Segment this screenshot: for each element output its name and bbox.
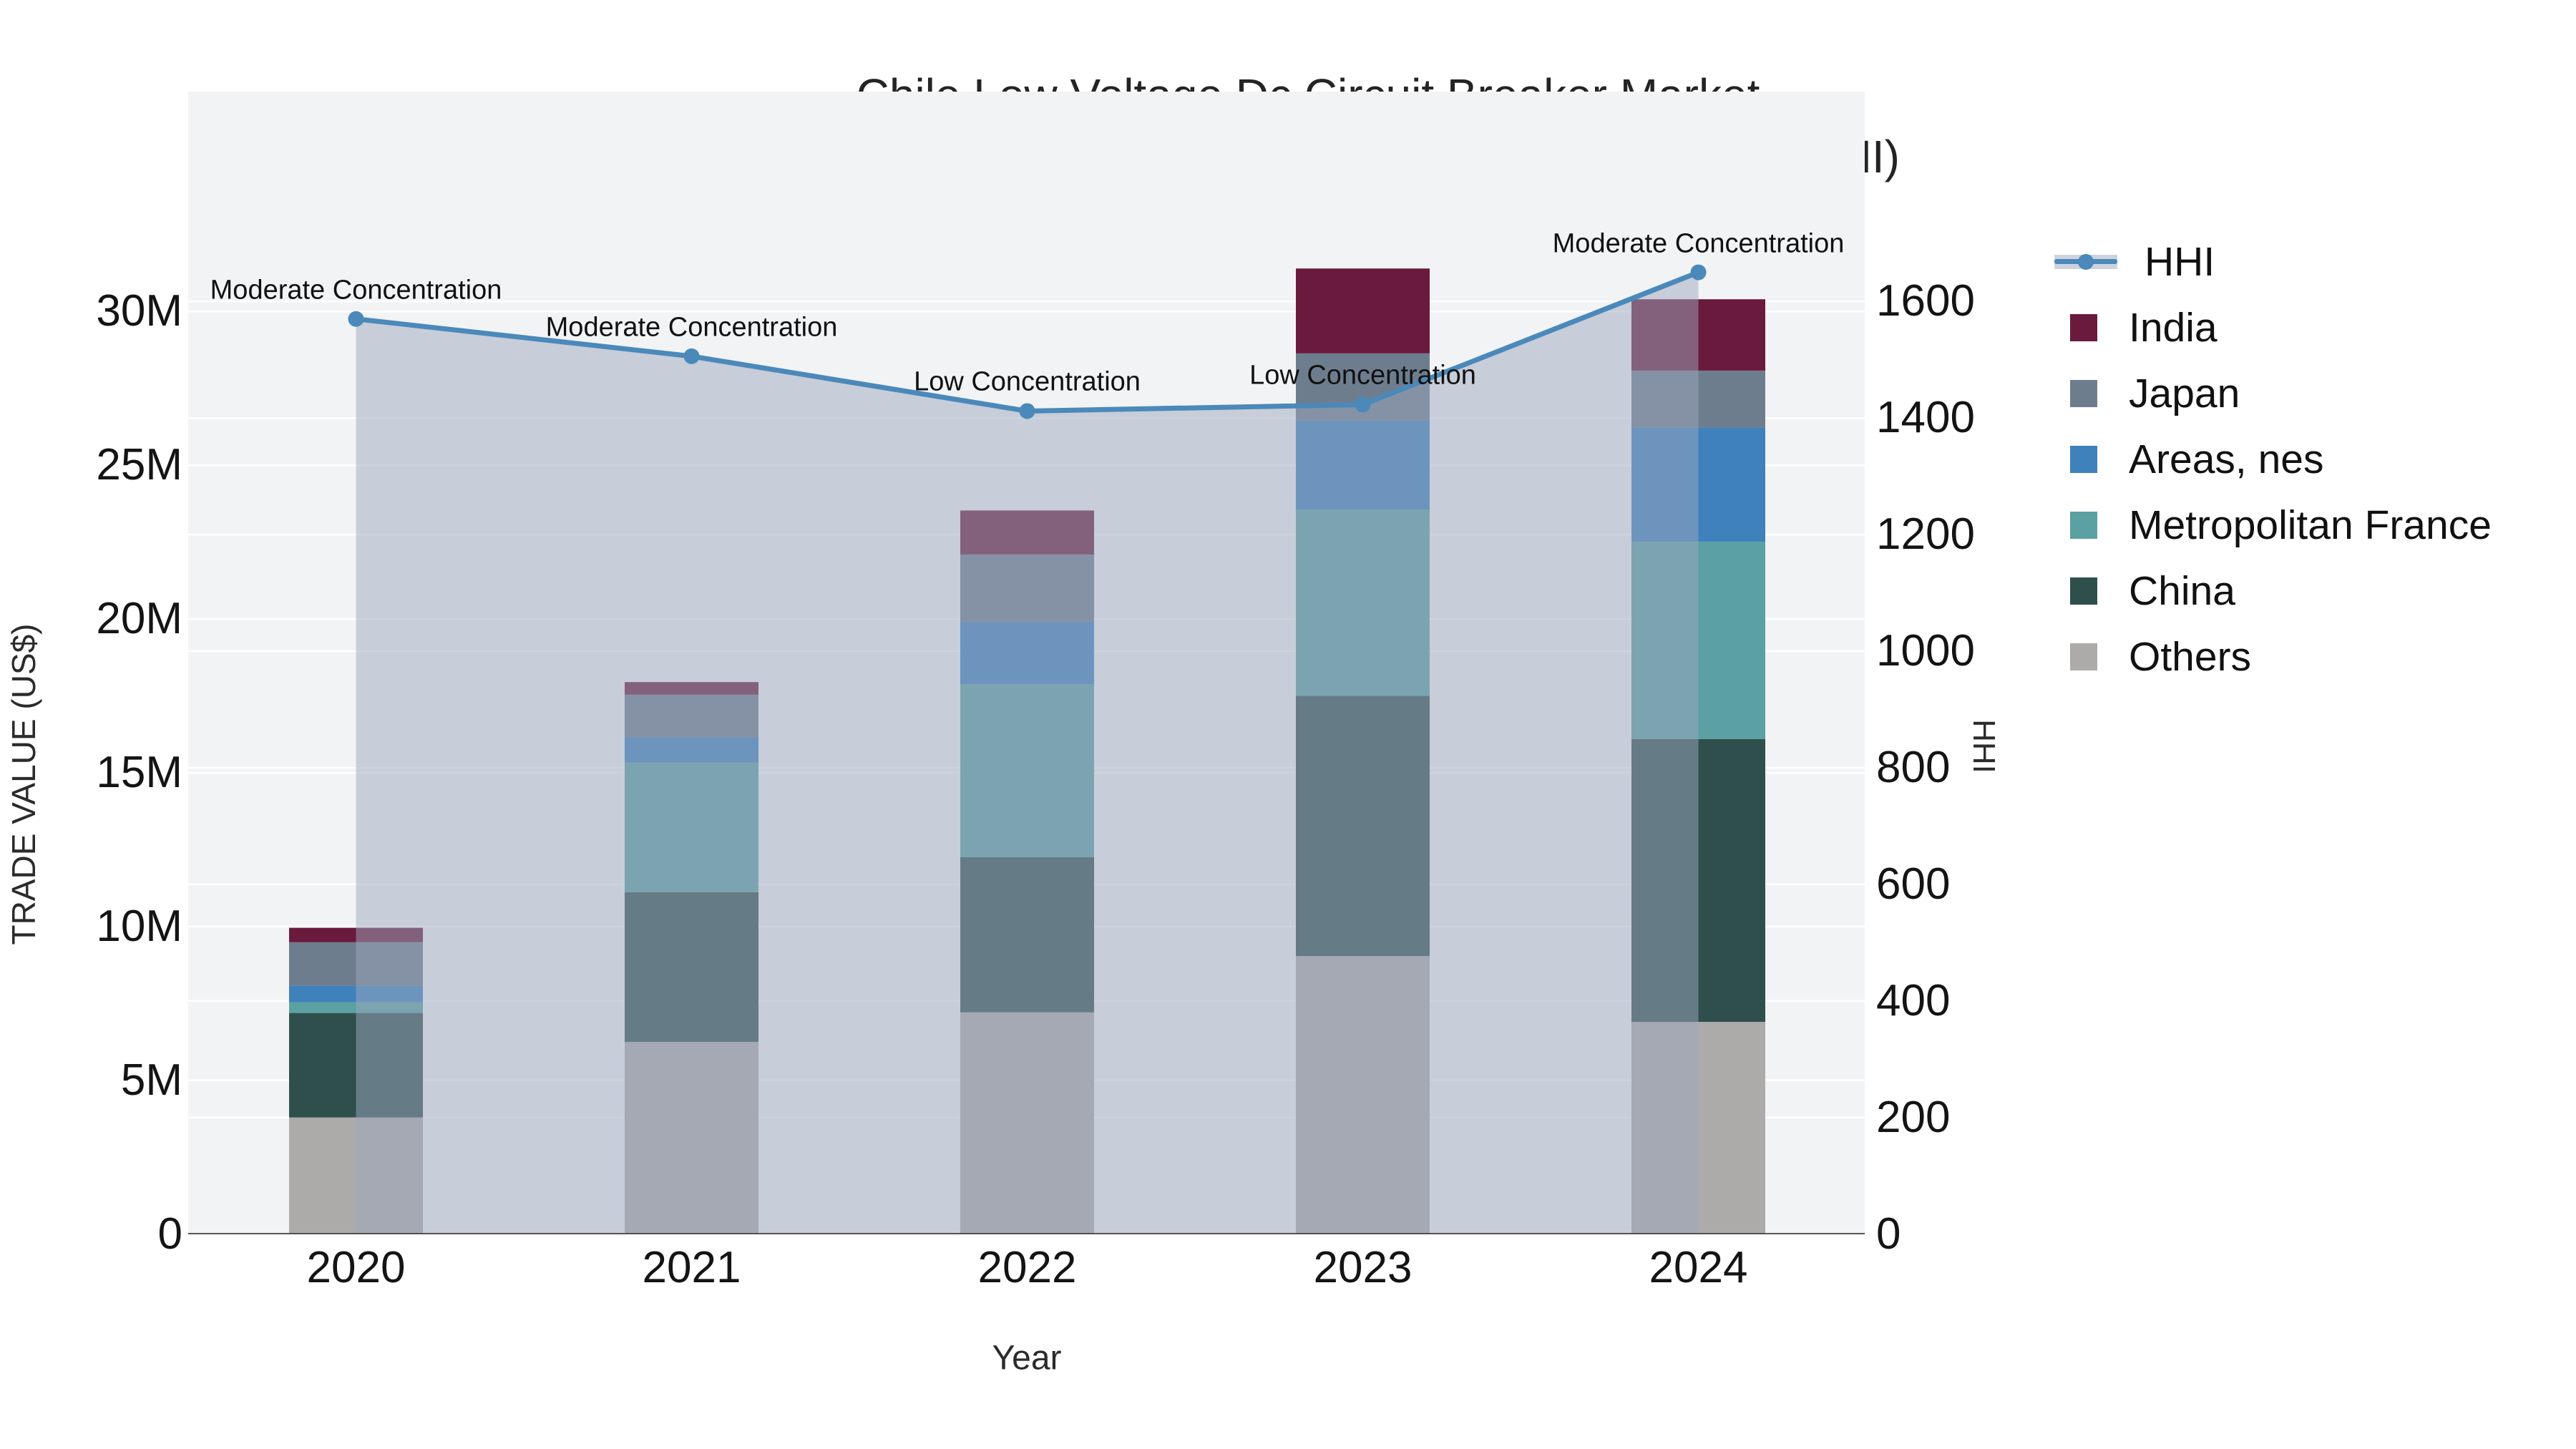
x-tick-2024: 2024 bbox=[1649, 1243, 1748, 1292]
x-tick-2023: 2023 bbox=[1313, 1243, 1413, 1292]
left-tick-25M: 25M bbox=[96, 440, 182, 490]
legend-item-india[interactable]: India bbox=[2054, 295, 2492, 361]
chart-canvas[interactable] bbox=[188, 92, 1865, 1234]
legend-swatch-icon bbox=[2070, 512, 2097, 539]
annotation-2021: Moderate Concentration bbox=[545, 312, 838, 343]
x-tick-2020: 2020 bbox=[306, 1243, 406, 1292]
annotation-2024: Moderate Concentration bbox=[1552, 228, 1845, 259]
legend-label: India bbox=[2129, 305, 2218, 351]
legend-label: China bbox=[2129, 568, 2235, 614]
right-tick-1400: 1400 bbox=[1876, 393, 1975, 443]
left-tick-30M: 30M bbox=[96, 286, 182, 336]
right-tick-1200: 1200 bbox=[1876, 509, 1975, 560]
legend-item-areas-nes[interactable]: Areas, nes bbox=[2054, 426, 2492, 492]
right-tick-0: 0 bbox=[1876, 1209, 1901, 1259]
hhi-marker-2021[interactable] bbox=[683, 348, 700, 364]
hhi-area-fill bbox=[356, 272, 1699, 1234]
right-tick-200: 200 bbox=[1876, 1092, 1951, 1142]
legend-item-hhi[interactable]: HHI bbox=[2054, 229, 2492, 295]
legend-item-metropolitan-france[interactable]: Metropolitan France bbox=[2054, 492, 2492, 558]
left-axis-title: TRADE VALUE (US$) bbox=[5, 623, 42, 945]
legend: HHI India Japan Areas, nes Metropolitan Fran… bbox=[2054, 229, 2492, 690]
legend-label: HHI bbox=[2145, 239, 2215, 285]
annotation-2023: Low Concentration bbox=[1249, 360, 1476, 391]
right-tick-400: 400 bbox=[1876, 975, 1951, 1025]
annotation-2020: Moderate Concentration bbox=[210, 275, 502, 306]
right-axis-title: HHI bbox=[1966, 719, 2001, 774]
hhi-marker-2022[interactable] bbox=[1019, 403, 1035, 419]
legend-label: Japan bbox=[2129, 371, 2240, 416]
legend-item-china[interactable]: China bbox=[2054, 558, 2492, 624]
legend-label: Metropolitan France bbox=[2129, 502, 2492, 548]
right-tick-1600: 1600 bbox=[1876, 276, 1975, 326]
bar-segment-2023-india[interactable] bbox=[1296, 268, 1430, 353]
legend-swatch-icon bbox=[2070, 643, 2097, 670]
hhi-line-swatch-icon bbox=[2054, 248, 2117, 275]
hhi-marker-2023[interactable] bbox=[1355, 396, 1371, 413]
x-tick-2022: 2022 bbox=[977, 1243, 1077, 1292]
legend-swatch-icon bbox=[2070, 380, 2097, 407]
legend-swatch-icon bbox=[2070, 446, 2097, 473]
left-tick-5M: 5M bbox=[120, 1055, 182, 1105]
x-axis-title: Year bbox=[992, 1339, 1062, 1377]
right-tick-1000: 1000 bbox=[1876, 626, 1975, 676]
left-tick-0: 0 bbox=[157, 1209, 182, 1259]
legend-swatch-icon bbox=[2070, 577, 2097, 605]
right-tick-600: 600 bbox=[1876, 859, 1951, 909]
left-tick-10M: 10M bbox=[96, 901, 182, 951]
left-tick-20M: 20M bbox=[96, 594, 182, 644]
x-tick-2021: 2021 bbox=[642, 1243, 741, 1292]
hhi-line-dot bbox=[2078, 254, 2094, 270]
legend-item-japan[interactable]: Japan bbox=[2054, 361, 2492, 426]
annotation-2022: Low Concentration bbox=[914, 366, 1141, 397]
right-tick-800: 800 bbox=[1876, 742, 1951, 792]
legend-label: Areas, nes bbox=[2129, 436, 2324, 482]
hhi-marker-2020[interactable] bbox=[348, 311, 364, 327]
legend-swatch-icon bbox=[2070, 314, 2097, 341]
legend-label: Others bbox=[2129, 634, 2252, 680]
hhi-marker-2024[interactable] bbox=[1690, 264, 1707, 280]
legend-item-others[interactable]: Others bbox=[2054, 624, 2492, 690]
left-tick-15M: 15M bbox=[96, 748, 182, 797]
